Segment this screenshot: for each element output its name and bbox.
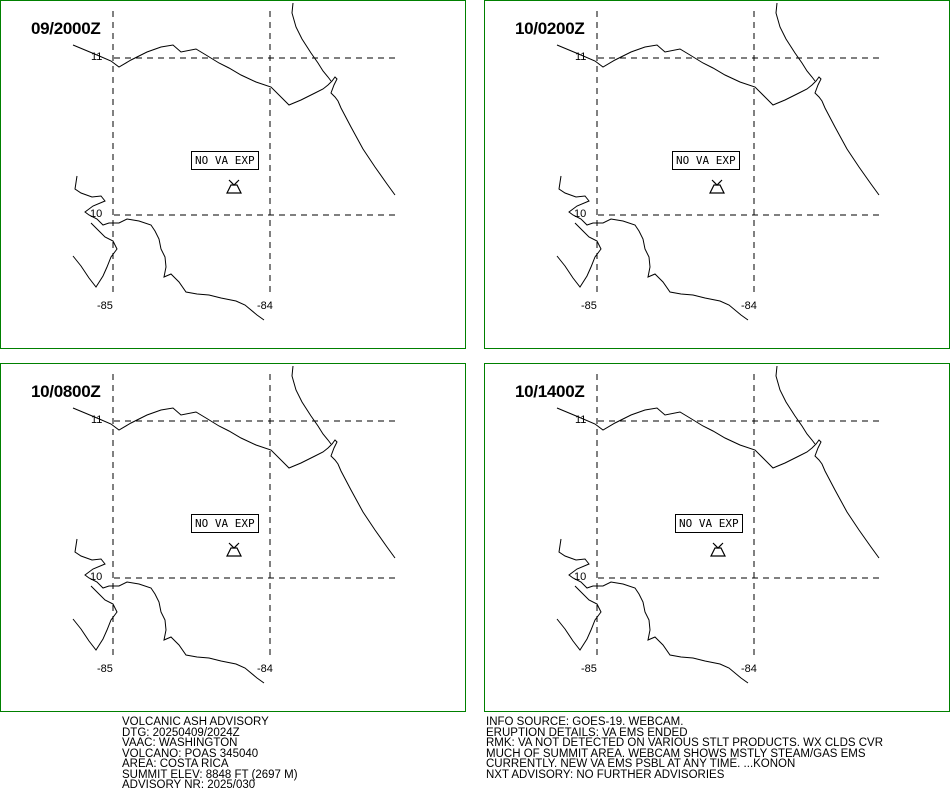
next-advisory: NXT ADVISORY: NO FURTHER ADVISORIES xyxy=(486,768,725,781)
lat-label-10: 10 xyxy=(574,571,587,583)
info-source: INFO SOURCE: GOES-19. WEBCAM. xyxy=(486,716,684,728)
volcano-icon xyxy=(709,179,725,194)
nicoya-coast xyxy=(74,175,265,321)
no-va-label: NO VA EXP xyxy=(672,151,740,170)
panel-time: 10/1400Z xyxy=(515,382,585,401)
advisory-vaac: VAAC: WASHINGTON xyxy=(122,737,238,749)
nicoya-coast xyxy=(74,538,265,684)
lon-label-85: -85 xyxy=(581,300,597,312)
advisory-info: INFO SOURCE: GOES-19. WEBCAM. ERUPTION D… xyxy=(486,717,883,780)
lat-label-10: 10 xyxy=(574,208,587,220)
panel-time: 10/0800Z xyxy=(31,382,101,401)
north-coast xyxy=(291,365,332,445)
lat-label-10: 10 xyxy=(90,208,103,220)
lat-label-11: 11 xyxy=(575,51,587,63)
no-va-label: NO VA EXP xyxy=(191,151,259,170)
remarks-line-1: RMK: VA NOT DETECTED ON VARIOUS STLT PRO… xyxy=(486,737,884,749)
north-coast xyxy=(775,2,816,82)
lon-label-84: -84 xyxy=(741,300,757,312)
lon-label-85: -85 xyxy=(97,663,113,675)
caribbean-coast xyxy=(556,407,880,559)
remarks-line-2: MUCH OF SUMMIT AREA. WEBCAM SHOWS MSTLY … xyxy=(486,747,866,760)
lon-label-84: -84 xyxy=(257,663,273,675)
lon-label-85: -85 xyxy=(97,300,113,312)
peninsula-tip xyxy=(556,585,602,651)
peninsula-tip xyxy=(556,222,602,288)
north-coast xyxy=(291,2,332,82)
volcano-icon xyxy=(226,179,242,194)
map-panel-1014: 10/1400Z 11 10 -85 -84 NO VA EXP xyxy=(484,363,950,712)
lat-label-11: 11 xyxy=(91,414,103,426)
peninsula-tip xyxy=(72,585,118,651)
volcano-icon xyxy=(710,542,726,557)
no-va-label: NO VA EXP xyxy=(675,514,743,533)
lat-label-11: 11 xyxy=(91,51,103,63)
advisory-summit: SUMMIT ELEV: 8848 FT (2697 M) xyxy=(122,768,298,781)
nicoya-coast xyxy=(558,538,749,684)
panel-time: 10/0200Z xyxy=(515,19,585,38)
peninsula-tip xyxy=(72,222,118,288)
advisory-title: VOLCANIC ASH ADVISORY xyxy=(122,716,269,728)
volcano-icon xyxy=(226,542,242,557)
coastline-map xyxy=(72,2,399,321)
advisory-area: AREA: COSTA RICA xyxy=(122,758,229,770)
lon-label-84: -84 xyxy=(741,663,757,675)
map-panel-0920: 09/2000Z 11 10 -85 -84 NO VA EXP xyxy=(0,0,466,349)
remarks-line-3: CURRENTLY. NEW VA EMS PSBL AT ANY TIME. … xyxy=(486,758,796,770)
lon-label-84: -84 xyxy=(257,300,273,312)
advisory-volcano: VOLCANO: POAS 345040 xyxy=(122,747,259,760)
advisory-dtg: DTG: 20250409/2024Z xyxy=(122,726,240,739)
panel-time: 09/2000Z xyxy=(31,19,101,38)
north-coast xyxy=(775,365,816,445)
eruption-details: ERUPTION DETAILS: VA EMS ENDED xyxy=(486,726,688,739)
nicoya-coast xyxy=(558,175,749,321)
advisory-number: ADVISORY NR: 2025/030 xyxy=(122,779,256,791)
advisory-header: VOLCANIC ASH ADVISORY DTG: 20250409/2024… xyxy=(122,717,298,791)
map-panel-1008: 10/0800Z 11 10 -85 -84 NO VA EXP xyxy=(0,363,466,712)
map-panel-1002: 10/0200Z 11 10 -85 -84 NO VA EXP xyxy=(484,0,950,349)
lat-label-10: 10 xyxy=(90,571,103,583)
coastline-map xyxy=(556,365,883,684)
caribbean-coast xyxy=(72,407,396,559)
no-va-label: NO VA EXP xyxy=(191,514,259,533)
coastline-map xyxy=(72,365,399,684)
caribbean-coast xyxy=(556,44,880,196)
lon-label-85: -85 xyxy=(581,663,597,675)
lat-label-11: 11 xyxy=(575,414,587,426)
coastline-map xyxy=(556,2,883,321)
caribbean-coast xyxy=(72,44,396,196)
